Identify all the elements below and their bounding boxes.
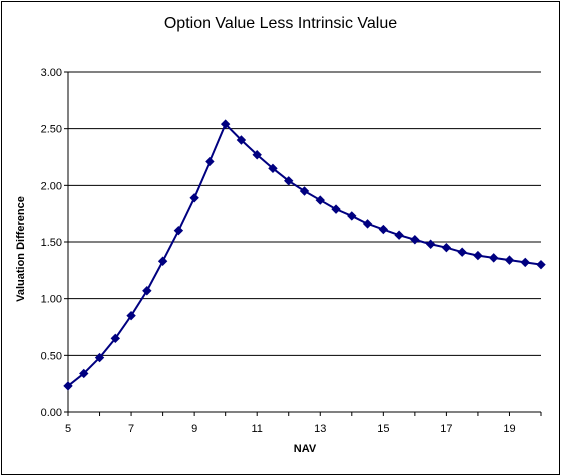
x-tick-label: 13 xyxy=(314,423,326,435)
data-point xyxy=(441,242,452,253)
x-axis-label: NAV xyxy=(293,443,317,455)
gridlines xyxy=(68,71,541,356)
x-tick-label: 9 xyxy=(191,423,197,435)
y-tick-label: 3.00 xyxy=(41,67,62,79)
data-point xyxy=(284,176,294,186)
data-point xyxy=(79,368,89,379)
data-point xyxy=(457,247,467,257)
data-point xyxy=(410,235,420,245)
data-point xyxy=(189,193,199,203)
data-point xyxy=(394,230,404,240)
series-line xyxy=(67,123,542,387)
data-point xyxy=(362,219,373,229)
data-point xyxy=(173,225,184,236)
data-point xyxy=(520,257,530,268)
axes xyxy=(64,71,542,416)
data-point xyxy=(94,352,105,363)
data-point xyxy=(252,150,262,160)
chart-title: Option Value Less Intrinsic Value xyxy=(163,15,398,32)
data-point xyxy=(157,256,168,266)
y-tick-label: 1.50 xyxy=(41,237,62,249)
data-point xyxy=(331,204,341,214)
data-point xyxy=(378,224,389,235)
x-tick-label: 19 xyxy=(503,423,515,435)
series xyxy=(63,119,546,391)
x-tick-label: 7 xyxy=(128,423,134,435)
y-tick-label: 1.00 xyxy=(41,294,62,306)
data-point xyxy=(236,135,247,145)
y-tick-label: 2.50 xyxy=(41,124,62,136)
data-point xyxy=(110,333,121,344)
data-point xyxy=(268,163,278,174)
y-tick-label: 0.00 xyxy=(41,407,62,419)
x-tick-label: 5 xyxy=(65,423,71,435)
data-point xyxy=(142,286,152,296)
data-point xyxy=(425,239,436,249)
y-tick-label: 2.00 xyxy=(41,180,62,192)
data-point xyxy=(536,259,546,270)
data-point xyxy=(205,156,215,167)
data-point xyxy=(504,255,515,265)
data-point xyxy=(315,195,325,205)
data-point xyxy=(63,381,73,391)
x-tick-label: 17 xyxy=(440,423,452,435)
data-point xyxy=(473,250,483,261)
y-tick-labels: 0.00 0.50 1.00 1.50 2.00 2.50 3.00 xyxy=(41,67,62,419)
x-tick-label: 15 xyxy=(377,423,389,435)
y-axis-label: Valuation Difference xyxy=(15,196,27,302)
data-point xyxy=(220,119,231,129)
y-tick-label: 0.50 xyxy=(41,350,62,362)
x-tick-label: 11 xyxy=(251,423,262,435)
x-tick-labels: 5 7 9 11 13 15 17 19 xyxy=(65,423,516,435)
data-point xyxy=(299,186,310,196)
data-point xyxy=(126,310,136,321)
data-point xyxy=(347,211,357,221)
data-point xyxy=(488,253,499,263)
